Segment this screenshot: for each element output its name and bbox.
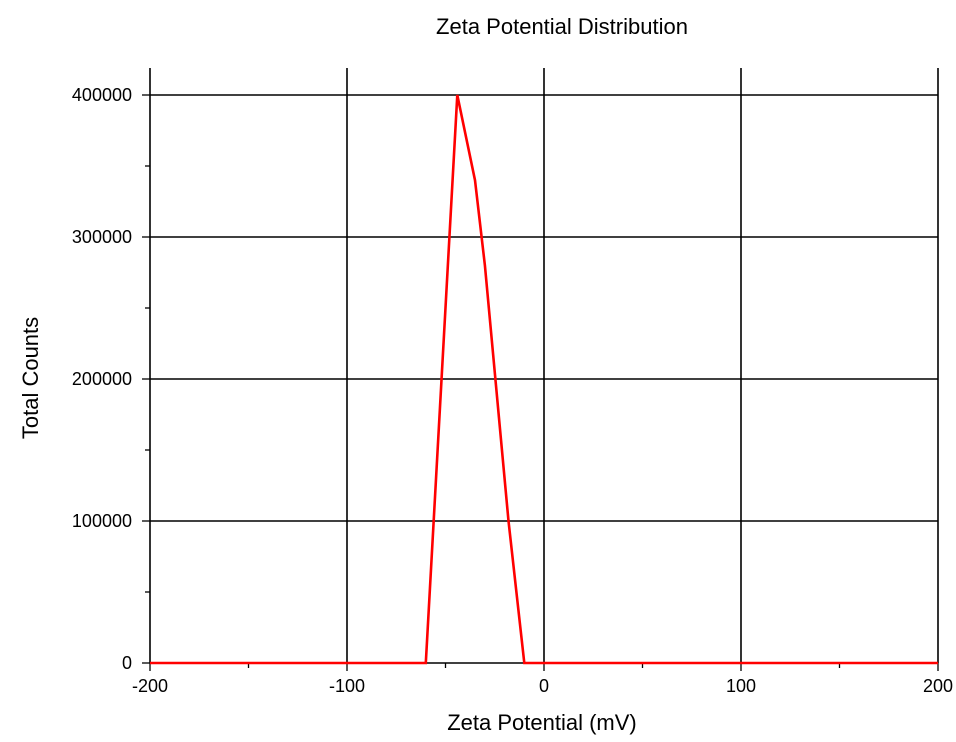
y-axis-title: Total Counts: [18, 317, 43, 439]
grid: [150, 68, 939, 663]
x-tick-label: 100: [726, 676, 756, 696]
series-line: [150, 94, 938, 665]
series-layer: [150, 94, 938, 665]
chart-title: Zeta Potential Distribution: [436, 14, 688, 39]
y-tick-label: 100000: [72, 511, 132, 531]
x-tick-label: -200: [132, 676, 168, 696]
x-axis-title: Zeta Potential (mV): [447, 710, 637, 735]
y-tick-label: 300000: [72, 227, 132, 247]
y-tick-label: 0: [122, 653, 132, 673]
y-tick-label: 200000: [72, 369, 132, 389]
x-tick-labels: -200 -100 0 100 200: [132, 676, 953, 696]
y-tick-labels: 0 100000 200000 300000 400000: [72, 85, 132, 673]
y-tick-label: 400000: [72, 85, 132, 105]
x-tick-label: 0: [539, 676, 549, 696]
tick-marks: [142, 94, 939, 671]
x-tick-label: 200: [923, 676, 953, 696]
x-tick-label: -100: [329, 676, 365, 696]
